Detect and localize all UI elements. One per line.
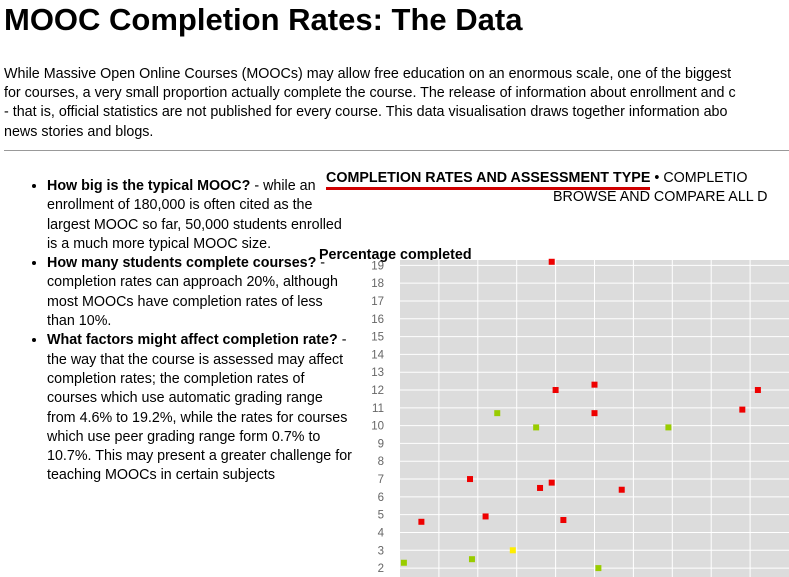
data-point (665, 424, 672, 431)
y-tick-label: 2 (378, 563, 384, 575)
y-tick-label: 13 (371, 367, 384, 379)
intro-line: news stories and blogs. (4, 123, 154, 140)
chart-tabs: COMPLETION RATES AND ASSESSMENT TYPE • C… (326, 169, 748, 189)
data-point (560, 517, 567, 524)
tab-separator: • (650, 170, 664, 186)
y-tick-label: 12 (371, 385, 384, 397)
y-tick-label: 6 (378, 492, 384, 504)
data-point (418, 518, 425, 525)
faq-item: What factors might affect completion rat… (47, 331, 352, 485)
y-tick-label: 10 (371, 421, 384, 433)
divider (4, 150, 789, 151)
tab-completion[interactable]: COMPLETIO (663, 170, 748, 186)
data-point (754, 387, 761, 394)
data-point (537, 484, 544, 491)
faq-item: How big is the typical MOOC? - while an … (47, 177, 352, 254)
y-tick-label: 18 (371, 278, 384, 290)
faq-list: How big is the typical MOOC? - while an … (14, 177, 352, 486)
data-point (467, 476, 474, 483)
data-point (595, 565, 602, 572)
faq-answer: - while an enrollment of 180,000 is ofte… (47, 178, 342, 252)
y-tick-label: 3 (378, 545, 384, 557)
faq-answer: - completion rates can approach 20%, alt… (47, 255, 338, 330)
y-tick-label: 15 (371, 332, 384, 344)
y-tick-label: 4 (378, 527, 385, 539)
y-tick-label: 14 (371, 349, 384, 361)
page-title: MOOC Completion Rates: The Data (4, 2, 523, 37)
data-point (494, 410, 501, 417)
tab-browse-compare[interactable]: BROWSE AND COMPARE ALL D (553, 189, 768, 205)
data-point (468, 556, 475, 563)
y-axis-label: Percentage completed (319, 247, 472, 263)
y-tick-label: 16 (371, 314, 384, 326)
y-tick-label: 8 (378, 456, 384, 468)
data-point (591, 410, 598, 417)
intro-line: for courses, a very small proportion act… (4, 85, 736, 102)
data-point (739, 406, 746, 413)
data-point (509, 547, 516, 554)
data-point (482, 513, 489, 520)
data-point (548, 479, 555, 486)
y-tick-label: 19 (371, 260, 384, 272)
data-point (552, 387, 559, 394)
scatter-chart: 2 3 4 5 6 7 8 9 10 11 12 13 14 15 16 17 18 19 (371, 258, 789, 577)
faq-question: How many students complete courses? (47, 255, 317, 272)
data-point (533, 424, 540, 431)
tab-completion-assessment[interactable]: COMPLETION RATES AND ASSESSMENT TYPE (326, 170, 651, 186)
data-point (618, 486, 625, 493)
faq-question: What factors might affect completion rat… (47, 332, 338, 349)
faq-item: How many students complete courses? - co… (47, 254, 352, 331)
y-tick-label: 17 (371, 296, 384, 308)
data-point (400, 559, 407, 566)
intro-paragraph: While Massive Open Online Courses (MOOCs… (4, 65, 789, 142)
intro-line: While Massive Open Online Courses (MOOCs… (4, 66, 732, 82)
intro-line: - that is, official statistics are not p… (4, 104, 728, 121)
y-tick-label: 7 (378, 474, 384, 486)
faq-answer: - the way that the course is assessed ma… (47, 332, 352, 484)
y-tick-label: 11 (372, 403, 384, 415)
y-tick-label: 5 (378, 510, 384, 522)
data-point (591, 381, 598, 388)
data-point (548, 258, 555, 265)
y-tick-label: 9 (378, 438, 384, 450)
faq-question: How big is the typical MOOC? (47, 178, 251, 194)
